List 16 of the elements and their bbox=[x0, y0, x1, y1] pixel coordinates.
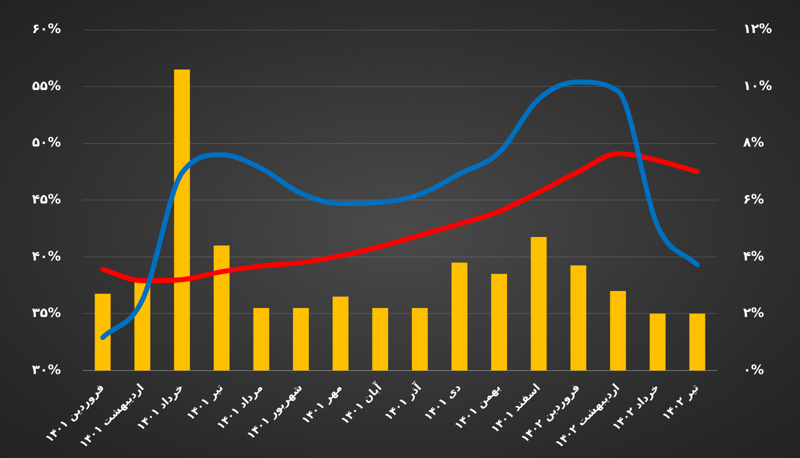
y-tick-label: ۴۰% bbox=[32, 249, 61, 264]
y-tick-label: ۵۵% bbox=[32, 78, 61, 94]
x-tick-label: تیر ۱۴۰۲ bbox=[660, 381, 702, 423]
y-tick-label: ۶۰% bbox=[32, 22, 61, 38]
x-tick-label: آذر ۱۴۰۱ bbox=[381, 380, 424, 424]
y-tick-label: ۵۰% bbox=[32, 136, 61, 151]
y2-tick-label: ۰% bbox=[743, 362, 764, 378]
y-tick-label: ۴۵% bbox=[32, 192, 61, 208]
y2-tick-label: ۱۰% bbox=[743, 78, 772, 94]
y2-tick-label: ۶% bbox=[743, 192, 764, 208]
y2-tick-label: ۲% bbox=[743, 306, 764, 322]
y-tick-label: ۳۰% bbox=[32, 362, 61, 378]
y-tick-label: ۳۵% bbox=[32, 306, 61, 322]
y2-tick-label: ۸% bbox=[743, 136, 764, 151]
y2-tick-label: ۱۲% bbox=[743, 22, 772, 38]
y2-tick-label: ۴% bbox=[743, 249, 764, 264]
